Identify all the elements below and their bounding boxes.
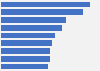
Bar [1,2,90,7]
Bar [1,25,62,31]
Bar [1,48,50,54]
Bar [1,40,52,46]
Bar [1,64,48,69]
Bar [1,9,83,15]
Bar [1,33,55,38]
Bar [1,56,50,62]
Bar [1,17,66,23]
